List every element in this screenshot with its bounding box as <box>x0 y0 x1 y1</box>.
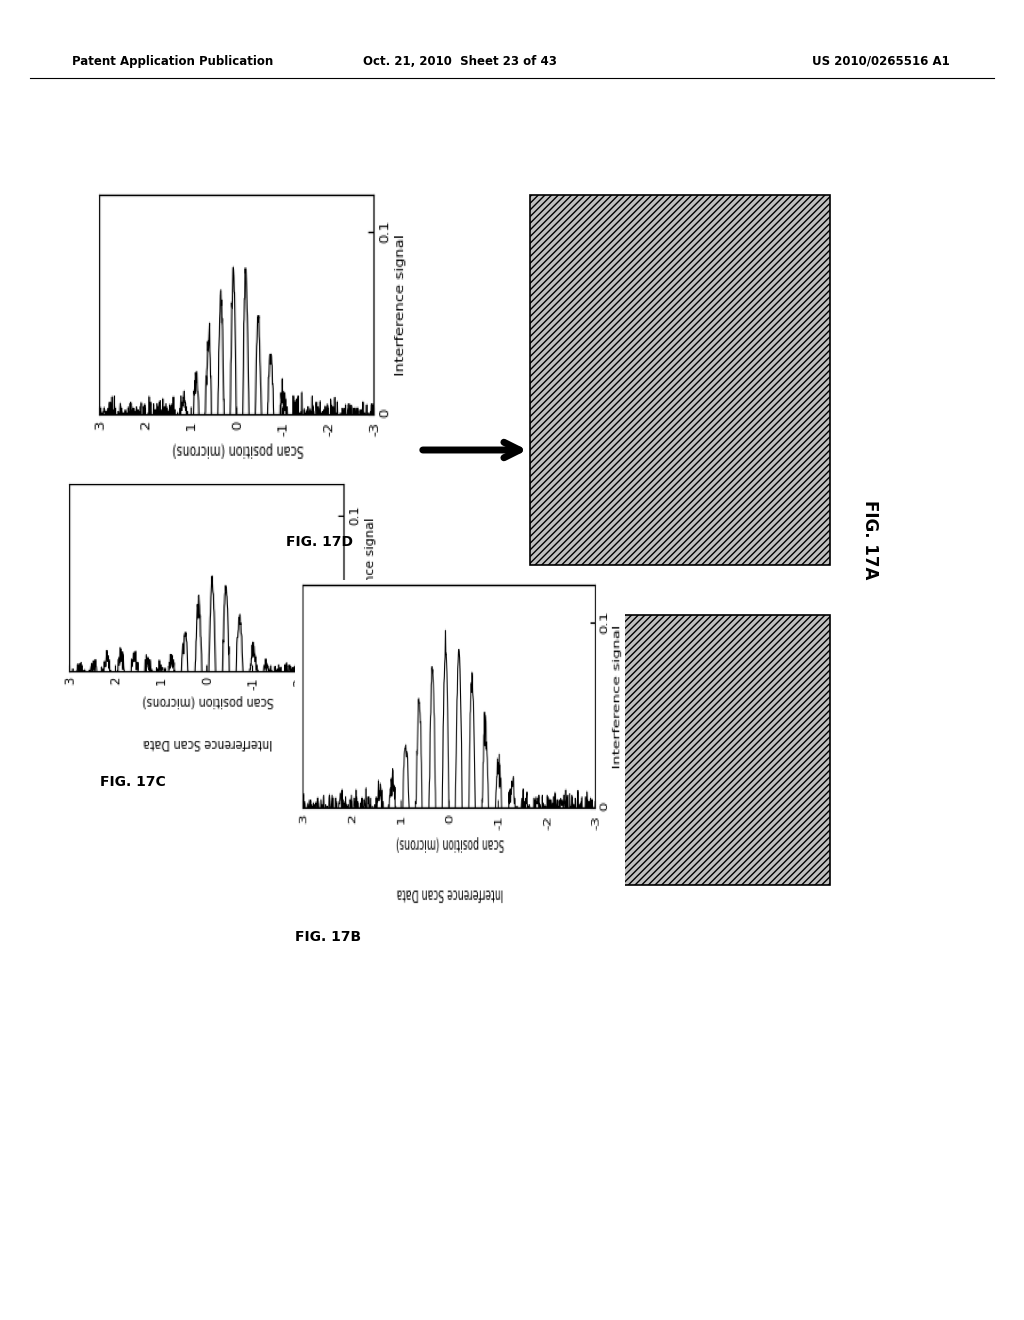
Text: Patent Application Publication: Patent Application Publication <box>72 55 273 69</box>
Bar <box>530 195 830 565</box>
Text: US 2010/0265516 A1: US 2010/0265516 A1 <box>812 55 950 69</box>
Text: Oct. 21, 2010  Sheet 23 of 43: Oct. 21, 2010 Sheet 23 of 43 <box>364 55 557 69</box>
Bar <box>530 615 830 884</box>
Text: FIG. 17D: FIG. 17D <box>287 535 353 549</box>
Text: FIG. 17B: FIG. 17B <box>295 931 361 944</box>
Text: FIG. 17A: FIG. 17A <box>861 500 879 579</box>
Text: FIG. 17C: FIG. 17C <box>100 775 166 789</box>
